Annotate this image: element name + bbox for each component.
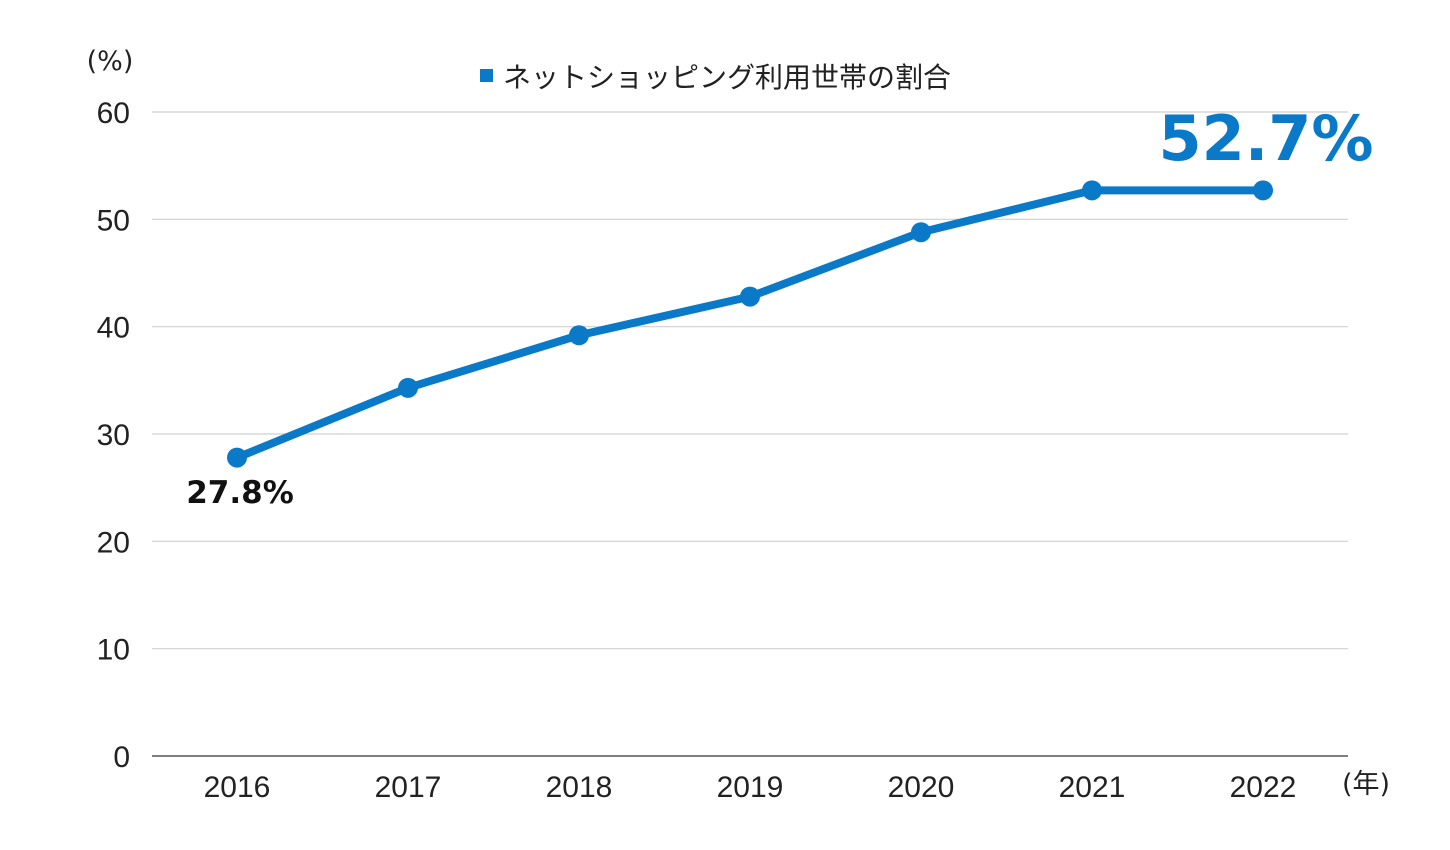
y-tick-label: 10 [97,634,130,667]
y-tick-label: 0 [113,741,130,774]
data-point [227,447,247,468]
x-tick-label: 2016 [204,771,271,804]
y-tick-label: 30 [97,419,130,452]
x-axis-ticks: 2016 2017 2018 2019 2020 2021 2022 [204,771,1297,804]
gridlines [152,111,1348,757]
y-axis-ticks: 0 10 20 30 40 50 60 [97,97,130,774]
data-point [569,325,589,346]
x-tick-label: 2020 [888,771,955,804]
data-point [1082,180,1102,201]
y-tick-label: 60 [97,97,130,130]
x-tick-label: 2022 [1230,771,1297,804]
data-point [1253,180,1273,201]
end-value-label: 52.7% [1158,102,1373,175]
x-axis-unit: (年) [1342,769,1390,800]
y-tick-label: 20 [97,526,130,559]
y-axis-unit: (%) [87,46,134,77]
x-tick-label: 2021 [1059,771,1126,804]
x-tick-label: 2018 [546,771,613,804]
data-point [911,222,931,243]
y-tick-label: 40 [97,312,130,345]
start-value-label: 27.8% [186,475,294,511]
series-line-group [227,180,1273,468]
series-line [233,186,1267,462]
data-point [398,377,418,398]
legend-label: ネットショッピング利用世帯の割合 [503,61,951,94]
data-point [740,286,760,307]
legend-swatch [480,69,493,82]
x-tick-label: 2017 [375,771,442,804]
x-tick-label: 2019 [717,771,784,804]
legend: ネットショッピング利用世帯の割合 [480,61,951,94]
y-tick-label: 50 [97,204,130,237]
